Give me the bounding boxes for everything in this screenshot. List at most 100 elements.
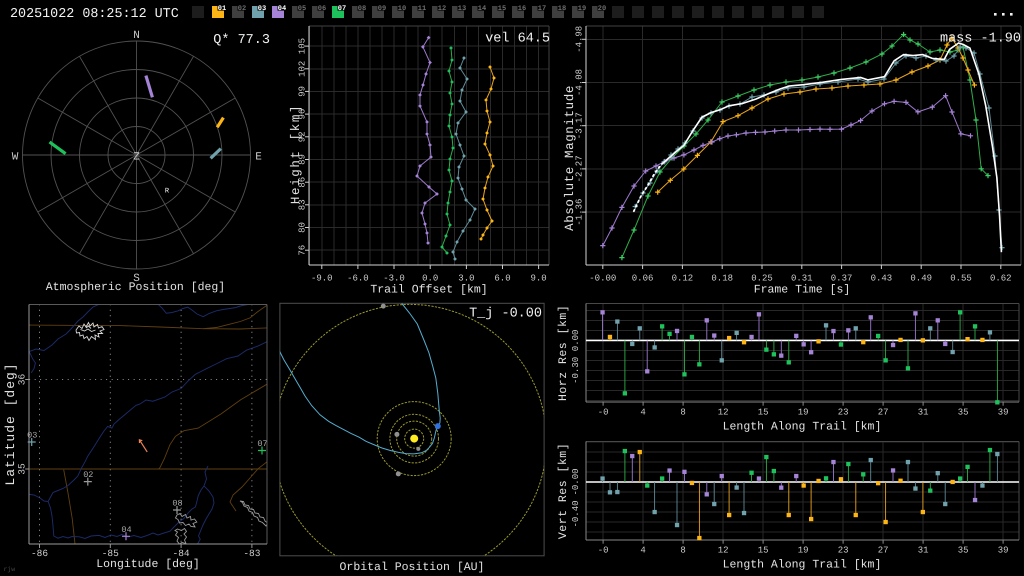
svg-text:02: 02: [83, 470, 93, 480]
svg-text:4: 4: [640, 546, 645, 556]
svg-text:Atmospheric Position [deg]: Atmospheric Position [deg]: [46, 281, 225, 294]
svg-text:07: 07: [257, 439, 267, 449]
svg-text:-1.36: -1.36: [575, 199, 585, 226]
svg-text:6.0: 6.0: [494, 274, 510, 284]
svg-text:-2.27: -2.27: [575, 155, 585, 182]
svg-text:19: 19: [798, 546, 809, 556]
svg-text:0.37: 0.37: [831, 274, 853, 284]
svg-text:23: 23: [838, 408, 849, 418]
svg-text:17: 17: [538, 5, 546, 13]
svg-text:S: S: [133, 273, 140, 285]
svg-text:4: 4: [640, 408, 645, 418]
svg-text:8: 8: [680, 546, 685, 556]
svg-text:05: 05: [298, 5, 306, 13]
svg-text:0.06: 0.06: [632, 274, 654, 284]
svg-text:mass -1.90: mass -1.90: [940, 32, 1021, 47]
svg-text:Orbital Position [AU]: Orbital Position [AU]: [340, 561, 485, 574]
svg-text:0.18: 0.18: [711, 274, 733, 284]
svg-text:35: 35: [17, 463, 28, 475]
svg-text:15: 15: [758, 408, 769, 418]
svg-text:-0.40: -0.40: [571, 500, 581, 527]
svg-text:06: 06: [318, 5, 326, 13]
svg-text:Trail Offset [km]: Trail Offset [km]: [370, 284, 487, 297]
svg-text:96: 96: [298, 109, 308, 120]
svg-text:-6.0: -6.0: [347, 274, 369, 284]
svg-text:13: 13: [458, 5, 466, 13]
svg-text:76: 76: [298, 245, 308, 256]
svg-text:R: R: [165, 188, 170, 196]
svg-text:Z: Z: [133, 152, 140, 164]
svg-text:-4.98: -4.98: [575, 26, 585, 53]
svg-text:Latitude [deg]: Latitude [deg]: [3, 362, 18, 485]
svg-text:-85: -85: [102, 548, 119, 559]
svg-text:-0.00: -0.00: [589, 274, 616, 284]
svg-text:01: 01: [218, 5, 226, 13]
svg-text:N: N: [133, 30, 140, 42]
svg-text:12: 12: [718, 408, 729, 418]
svg-text:10: 10: [398, 5, 406, 13]
svg-text:-84: -84: [173, 548, 190, 559]
svg-text:-0: -0: [598, 546, 609, 556]
svg-text:08: 08: [172, 499, 182, 509]
svg-text:0.55: 0.55: [950, 274, 972, 284]
svg-text:03: 03: [27, 431, 37, 441]
svg-text:15: 15: [498, 5, 506, 13]
svg-text:80: 80: [298, 222, 308, 233]
svg-text:102: 102: [298, 61, 308, 77]
svg-text:89: 89: [298, 154, 308, 165]
svg-text:86: 86: [298, 177, 308, 188]
svg-text:rjw: rjw: [4, 566, 16, 573]
svg-text:03: 03: [258, 5, 266, 13]
svg-text:09: 09: [378, 5, 386, 13]
svg-text:Horz Res [km]: Horz Res [km]: [557, 305, 570, 401]
svg-text:14: 14: [478, 5, 486, 13]
svg-text:0.31: 0.31: [791, 274, 813, 284]
svg-text:27: 27: [878, 546, 889, 556]
svg-text:9.0: 9.0: [530, 274, 546, 284]
svg-text:02: 02: [238, 5, 246, 13]
svg-text:0.12: 0.12: [672, 274, 694, 284]
svg-text:39: 39: [998, 546, 1009, 556]
svg-text:08: 08: [358, 5, 366, 13]
svg-text:12: 12: [718, 546, 729, 556]
svg-text:39: 39: [998, 408, 1009, 418]
svg-text:83: 83: [298, 199, 308, 210]
svg-text:-86: -86: [31, 548, 48, 559]
svg-text:-83: -83: [243, 548, 260, 559]
svg-text:-0.30: -0.30: [571, 357, 581, 384]
svg-text:0.62: 0.62: [990, 274, 1012, 284]
svg-text:8: 8: [680, 408, 685, 418]
svg-text:04: 04: [121, 525, 131, 535]
svg-text:18: 18: [558, 5, 566, 13]
svg-text:11: 11: [418, 5, 426, 13]
svg-text:3.0: 3.0: [458, 274, 474, 284]
svg-text:0.43: 0.43: [871, 274, 893, 284]
svg-text:0.49: 0.49: [910, 274, 932, 284]
svg-text:92: 92: [298, 131, 308, 142]
svg-text:0.25: 0.25: [751, 274, 773, 284]
svg-text:35: 35: [958, 546, 969, 556]
svg-text:Q* 77.3: Q* 77.3: [213, 33, 270, 48]
svg-text:Height [km]: Height [km]: [289, 104, 303, 204]
svg-text:Length Along Trail [km]: Length Along Trail [km]: [723, 421, 882, 434]
svg-text:0.00: 0.00: [571, 330, 581, 352]
svg-text:19: 19: [578, 5, 586, 13]
svg-text:19: 19: [798, 408, 809, 418]
svg-text:105: 105: [298, 38, 308, 54]
svg-text:23: 23: [838, 546, 849, 556]
svg-text:16: 16: [518, 5, 526, 13]
svg-text:36: 36: [17, 374, 28, 386]
svg-text:Absolute Magnitude: Absolute Magnitude: [563, 85, 577, 231]
svg-text:Length Along Trail [km]: Length Along Trail [km]: [723, 559, 882, 572]
svg-text:-3.17: -3.17: [575, 112, 585, 139]
svg-text:20: 20: [598, 5, 606, 13]
svg-text:99: 99: [298, 86, 308, 97]
svg-text:27: 27: [878, 408, 889, 418]
svg-text:-4.08: -4.08: [575, 69, 585, 96]
svg-text:04: 04: [278, 5, 286, 13]
svg-text:31: 31: [918, 408, 929, 418]
svg-text:35: 35: [958, 408, 969, 418]
svg-text:Vert Res [km]: Vert Res [km]: [557, 443, 570, 539]
svg-text:12: 12: [438, 5, 446, 13]
svg-text:15: 15: [758, 546, 769, 556]
